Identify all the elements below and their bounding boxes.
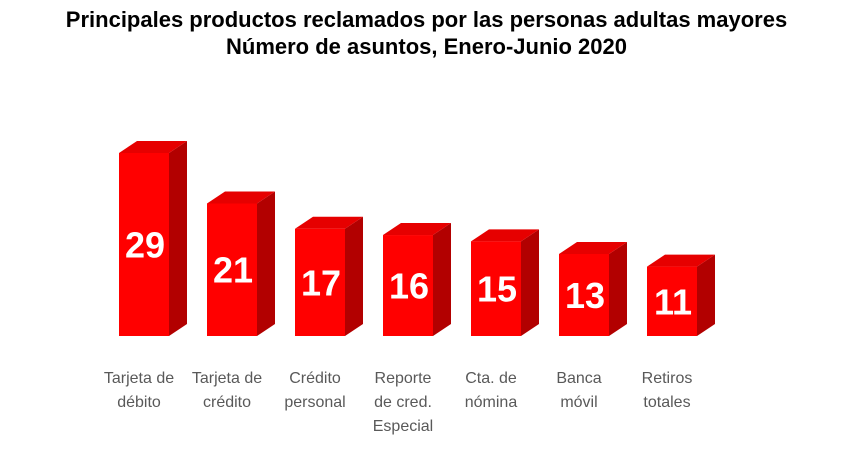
bar-group: 17 <box>295 216 363 336</box>
bar-group: 15 <box>471 229 539 336</box>
category-label-line: Tarjeta de <box>104 370 174 387</box>
bar-side-face <box>433 223 451 336</box>
bar-group: 13 <box>559 241 627 336</box>
bar-group: 11 <box>647 254 715 336</box>
bar <box>647 266 697 336</box>
chart-subtitle: Número de asuntos, Enero-Junio 2020 <box>226 34 627 59</box>
bar <box>119 153 169 336</box>
bar-value-label: 13 <box>565 275 605 316</box>
bar-side-face <box>169 141 187 336</box>
bar-value-label: 17 <box>301 262 341 303</box>
bar-top-face <box>559 241 627 254</box>
bar-value-label: 16 <box>389 266 429 307</box>
bar <box>383 235 433 336</box>
bar-value-label: 29 <box>125 225 165 266</box>
bar-top-face <box>383 223 451 236</box>
category-label-line: Especial <box>373 418 433 435</box>
category-label-line: Retiros <box>642 370 693 387</box>
bar <box>471 241 521 336</box>
bar-top-face <box>647 254 715 267</box>
chart-title-block: Principales productos reclamados por las… <box>0 6 853 60</box>
category-label-line: Tarjeta de <box>192 370 262 387</box>
category-label-line: crédito <box>203 394 251 411</box>
bar-side-face <box>345 216 363 336</box>
bar <box>295 228 345 336</box>
bar-value-label: 15 <box>477 269 517 310</box>
bar-value-label: 11 <box>654 281 692 322</box>
bar-top-face <box>207 191 275 204</box>
category-label-line: débito <box>117 394 161 411</box>
bar-group: 29 <box>119 141 187 336</box>
category-label-line: totales <box>643 394 690 411</box>
category-label-line: Crédito <box>289 370 341 387</box>
bar <box>207 203 257 336</box>
chart-title: Principales productos reclamados por las… <box>65 7 788 32</box>
category-label: Retiros totales <box>642 370 693 411</box>
category-label-line: personal <box>284 394 345 411</box>
bar-side-face <box>609 241 627 336</box>
category-label: Banca móvil <box>556 370 601 411</box>
bar <box>559 253 609 336</box>
bar-side-face <box>521 229 539 336</box>
bar-group: 21 <box>207 191 275 336</box>
category-label: Tarjeta de débito <box>104 370 174 411</box>
bar-side-face <box>257 191 275 336</box>
category-label: Crédito personal <box>284 370 345 411</box>
category-label-line: Reporte <box>375 370 432 387</box>
category-label-line: de cred. <box>374 394 432 411</box>
bar-top-face <box>471 229 539 242</box>
bar-value-label: 21 <box>213 250 253 291</box>
category-label: Tarjeta de crédito <box>192 370 262 411</box>
category-label-line: móvil <box>560 394 597 411</box>
bar-group: 16 <box>383 223 451 336</box>
bar-side-face <box>697 254 715 336</box>
category-label-line: Cta. de <box>465 370 517 387</box>
bar-top-face <box>295 216 363 229</box>
category-label-line: Banca <box>556 370 601 387</box>
category-label-line: nómina <box>465 394 518 411</box>
category-label: Cta. de nómina <box>465 370 518 411</box>
category-label: Reporte de cred. Especial <box>373 370 433 435</box>
bar-top-face <box>119 141 187 153</box>
